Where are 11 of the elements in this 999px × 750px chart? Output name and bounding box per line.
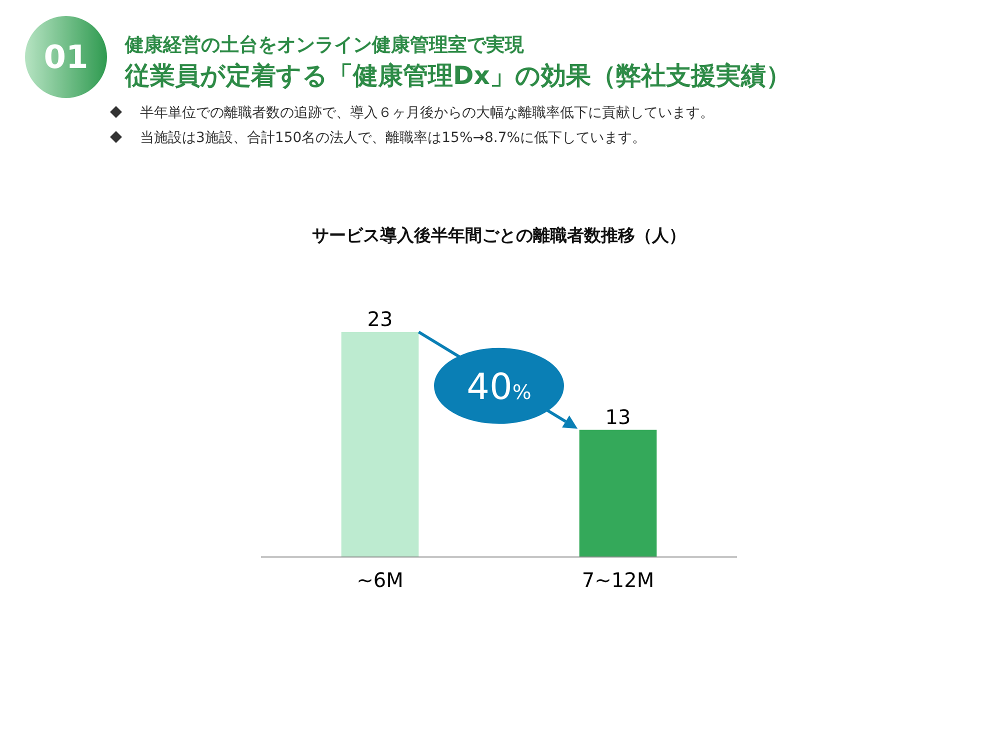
text: 当施設は3施設、合計150名の法人で、離職率は15%→8.7%に低下しています。	[140, 130, 646, 146]
data-label: 13	[605, 404, 631, 429]
chart-title: 従業員が定着する「健康管理Dx」の効果（弊社支援実績）	[124, 61, 791, 90]
text: 半年単位での離職者数の追跡で、導入６ヶ月後からの大幅な離職率低下に貢献しています。	[140, 105, 714, 121]
x-tick-label: ~6M	[356, 568, 404, 592]
text: 01	[44, 38, 88, 76]
x-tick-label: 7~12M	[582, 568, 654, 592]
text: サービス導入後半年間ごとの離職者数推移（人）	[312, 226, 686, 246]
annotation: 40%	[466, 366, 532, 408]
data-label: 23	[367, 307, 393, 331]
chart-subtitle: 健康経営の土台をオンライン健康管理室で実現	[124, 34, 525, 56]
